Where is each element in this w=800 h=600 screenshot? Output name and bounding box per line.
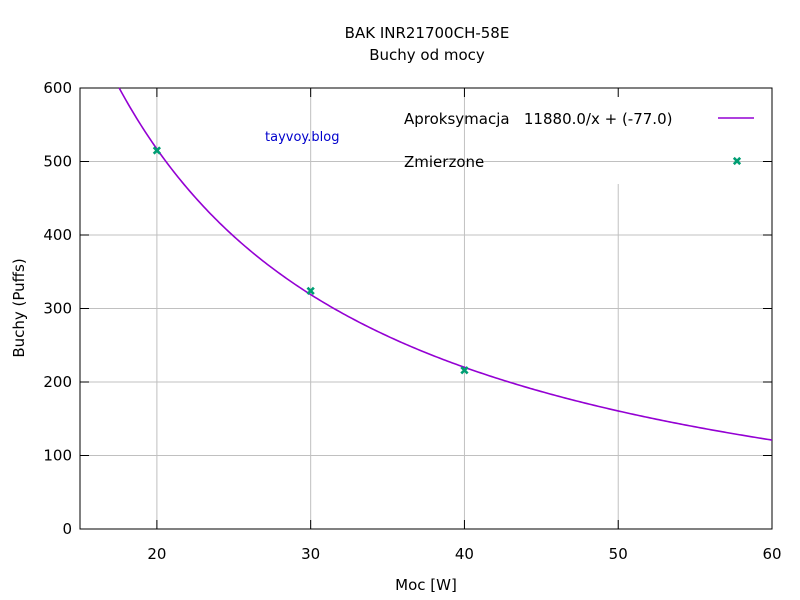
legend: Aproksymacja 11880.0/x + (-77.0) Zmierzon…: [404, 110, 754, 171]
data-point: [152, 146, 162, 155]
legend-label-fit: Aproksymacja 11880.0/x + (-77.0): [404, 110, 672, 128]
series: [118, 87, 773, 441]
fit-curve-line: [118, 87, 773, 441]
x-tick-label: 60: [762, 545, 781, 563]
chart-subtitle: Buchy od mocy: [369, 46, 485, 64]
y-tick-label: 500: [43, 153, 72, 171]
x-tick-label: 40: [455, 545, 474, 563]
x-tick-label: 50: [609, 545, 628, 563]
y-tick-label: 200: [43, 373, 72, 391]
x-tick-label: 30: [301, 545, 320, 563]
y-tick-label: 300: [43, 300, 72, 318]
grid-lines: [80, 88, 772, 529]
y-tick-label: 0: [62, 520, 72, 538]
data-point: [460, 366, 469, 375]
data-point: [306, 286, 315, 295]
y-tick-label: 600: [43, 79, 72, 97]
y-axis-label: Buchy (Puffs): [10, 258, 28, 357]
x-tick-label: 20: [147, 545, 166, 563]
x-axis-label: Moc [W]: [395, 576, 457, 594]
y-tick-label: 100: [43, 447, 72, 465]
axis-ticks: 0 100 200 300 400 500 600 20 30 40 50 60: [43, 79, 781, 563]
y-tick-label: 400: [43, 226, 72, 244]
watermark: tayvoy.blog: [265, 130, 339, 145]
legend-label-measured: Zmierzone: [404, 153, 484, 171]
legend-swatch-measured: [732, 156, 742, 166]
chart-title: BAK INR21700CH-58E: [345, 24, 510, 42]
plot-border: [79, 87, 773, 530]
